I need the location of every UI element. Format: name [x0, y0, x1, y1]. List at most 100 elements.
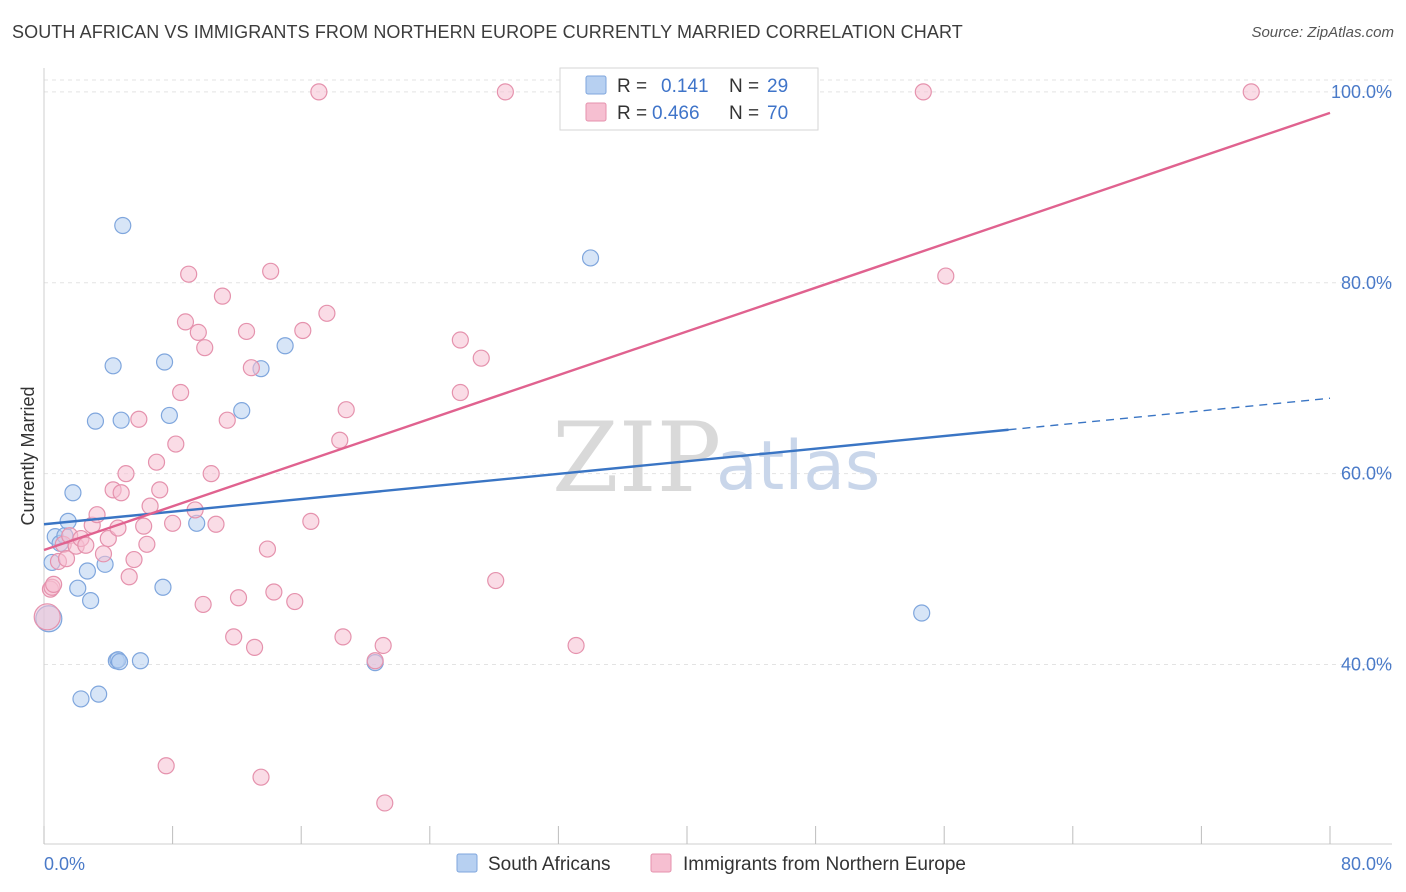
point-northern-europe-50 [294, 321, 312, 340]
point-south-africans-11 [86, 412, 105, 430]
point-northern-europe-19 [120, 568, 138, 586]
point-northern-europe-47 [262, 262, 280, 280]
point-northern-europe-68 [1242, 83, 1260, 101]
point-northern-europe-6 [57, 550, 76, 568]
legend-swatch-pink [585, 102, 607, 122]
legend-r-label-pink: R = [617, 103, 647, 124]
point-south-africans-8 [72, 690, 90, 708]
y-axis-title: Currently Married [18, 386, 38, 525]
point-northern-europe-10 [77, 536, 95, 554]
point-northern-europe-46 [258, 540, 277, 558]
point-northern-europe-52 [318, 304, 336, 322]
trend-line-northern-europe [43, 111, 1331, 552]
legend-r-value-pink: 0.466 [652, 103, 700, 124]
point-northern-europe-27 [164, 514, 182, 532]
point-northern-europe-62 [472, 349, 490, 367]
point-northern-europe-39 [218, 411, 236, 429]
x-tick-label-min: 0.0% [44, 854, 85, 874]
point-south-africans-17 [110, 653, 129, 671]
bottom-legend-swatch-pink [650, 853, 672, 873]
point-northern-europe-69 [125, 550, 143, 569]
point-northern-europe-36 [202, 465, 220, 483]
y-tick-labels: 40.0% 60.0% 80.0% 100.0% [1331, 82, 1392, 675]
bottom-legend-label-pink: Immigrants from Northern Europe [683, 854, 966, 875]
point-northern-europe-51 [302, 512, 320, 530]
point-south-africans-20 [131, 652, 150, 670]
watermark: ZIP atlas [552, 402, 880, 514]
point-northern-europe-22 [138, 535, 156, 553]
point-south-africans-22 [155, 353, 174, 371]
point-northern-europe-31 [180, 265, 198, 283]
y-tick-label-100: 100.0% [1331, 82, 1392, 102]
watermark-atlas: atlas [716, 427, 880, 506]
point-northern-europe-33 [189, 323, 207, 341]
point-south-africans-23 [160, 406, 178, 425]
point-northern-europe-30 [176, 313, 195, 331]
point-south-africans-7 [69, 579, 87, 597]
legend-r-label-blue: R = [617, 76, 647, 97]
trend-line-south-africans-extension [1008, 397, 1331, 431]
point-south-africans-25 [233, 402, 251, 420]
point-northern-europe-13 [94, 545, 113, 563]
legend-swatch-blue [585, 75, 607, 95]
point-northern-europe-63 [487, 571, 505, 590]
point-northern-europe-53 [331, 431, 349, 449]
y-tick-label-80: 80.0% [1341, 273, 1392, 293]
point-northern-europe-29 [172, 383, 190, 402]
y-tick-label-40: 40.0% [1341, 655, 1392, 675]
legend-n-value-blue: 29 [767, 76, 788, 97]
point-northern-europe-42 [237, 322, 256, 341]
point-northern-europe-17 [112, 484, 130, 502]
point-south-africans-10 [82, 592, 100, 610]
y-tick-label-60: 60.0% [1341, 464, 1392, 484]
point-northern-europe-25 [151, 481, 169, 499]
trend-lines [43, 111, 1331, 552]
point-northern-europe-40 [225, 628, 243, 646]
point-northern-europe-26 [157, 757, 175, 775]
point-northern-europe-55 [337, 401, 355, 419]
point-northern-europe-65 [567, 636, 585, 655]
point-south-africans-30 [913, 604, 931, 622]
bottom-legend-label-blue: South Africans [488, 854, 611, 875]
point-south-africans-9 [78, 562, 97, 580]
point-northern-europe-66 [914, 83, 932, 101]
x-ticks [43, 826, 1331, 844]
point-northern-europe-64 [496, 83, 514, 101]
chart-title: SOUTH AFRICAN VS IMMIGRANTS FROM NORTHER… [12, 22, 963, 42]
point-northern-europe-28 [167, 435, 185, 453]
point-northern-europe-35 [196, 339, 214, 357]
point-south-africans-21 [154, 578, 172, 596]
point-northern-europe-3 [45, 575, 63, 593]
legend-r-value-blue: 0.141 [661, 76, 709, 97]
legend-box: R = 0.141 N = 29 R = 0.466 N = 70 [559, 67, 819, 131]
point-northern-europe-45 [252, 768, 270, 786]
source-label: Source: ZipAtlas.com [1251, 24, 1394, 41]
point-northern-europe-24 [147, 453, 166, 471]
bottom-legend-swatch-blue [456, 853, 478, 873]
point-northern-europe-49 [286, 592, 304, 611]
point-south-africans-14 [104, 357, 122, 375]
legend-n-label-blue: N = [729, 76, 759, 97]
point-northern-europe-60 [451, 331, 469, 349]
point-northern-europe-58 [376, 794, 394, 812]
point-northern-europe-14 [99, 529, 117, 548]
point-northern-europe-18 [117, 465, 135, 483]
point-northern-europe-67 [937, 267, 955, 285]
point-northern-europe-48 [265, 583, 283, 601]
point-northern-europe-57 [374, 636, 392, 655]
watermark-zip: ZIP [552, 402, 721, 514]
bottom-legend: South Africans Immigrants from Northern … [456, 853, 966, 875]
point-northern-europe-59 [310, 83, 328, 101]
point-northern-europe-34 [194, 595, 212, 614]
point-south-africans-29 [581, 249, 600, 267]
series-northern-europe-points [33, 83, 1260, 812]
legend-n-value-pink: 70 [767, 103, 788, 124]
point-northern-europe-56 [366, 652, 384, 670]
point-south-africans-19 [114, 216, 132, 235]
point-south-africans-12 [90, 685, 108, 703]
point-northern-europe-21 [135, 517, 153, 535]
point-south-africans-18 [112, 411, 130, 429]
point-northern-europe-43 [242, 359, 260, 377]
point-northern-europe-20 [130, 410, 148, 428]
